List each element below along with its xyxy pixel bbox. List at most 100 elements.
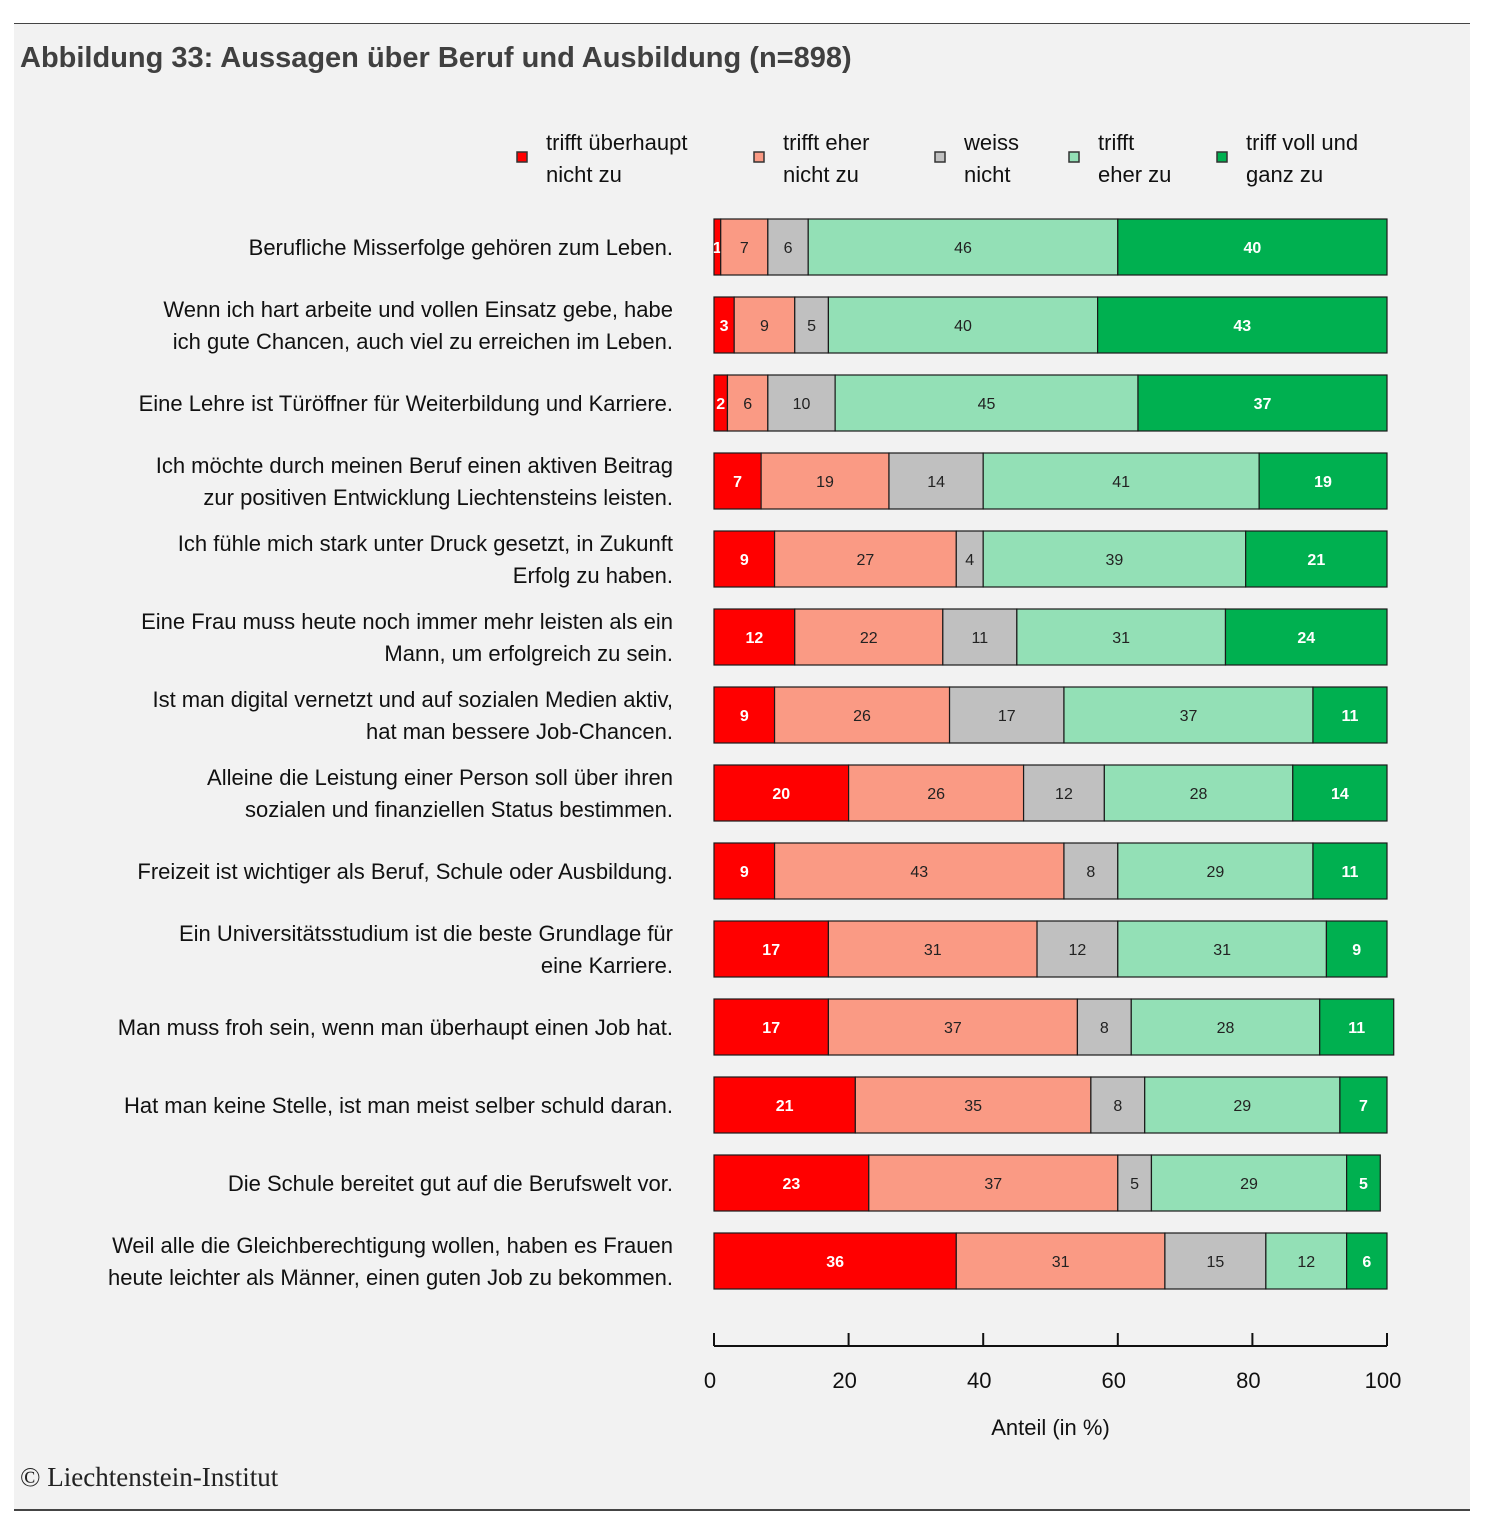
- bar-segment: [1224, 608, 1388, 666]
- data-label: 31: [1112, 630, 1130, 647]
- data-label: 37: [1180, 708, 1198, 725]
- data-label: 40: [954, 318, 972, 335]
- category-label: Eine Lehre ist Türöffner für Weiterbildu…: [139, 391, 673, 416]
- bar-row-7: Ist man digital vernetzt und auf soziale…: [152, 686, 1388, 744]
- category-label: Mann, um erfolgreich zu sein.: [384, 641, 673, 666]
- data-label: 29: [1240, 1176, 1258, 1193]
- legend-entry-1: trifft überhaupt nicht zu: [516, 130, 687, 187]
- bar-row-9: Freizeit ist wichtiger als Beruf, Schule…: [137, 842, 1388, 900]
- legend-swatch: [1068, 151, 1080, 163]
- data-label: 36: [826, 1254, 844, 1271]
- category-label: Ein Universitätsstudium ist die beste Gr…: [179, 921, 673, 946]
- data-label: 27: [857, 552, 875, 569]
- data-label: 46: [954, 240, 972, 257]
- legend-label: eher zu: [1098, 162, 1171, 187]
- bar-segment: [868, 1154, 1119, 1212]
- bar-segment: [955, 1232, 1166, 1290]
- data-label: 28: [1217, 1020, 1235, 1037]
- bar-row-13: Die Schule bereitet gut auf die Berufswe…: [228, 1154, 1381, 1212]
- data-label: 12: [1069, 942, 1087, 959]
- data-label: 31: [1052, 1254, 1070, 1271]
- bar-segment: [942, 608, 1018, 666]
- data-label: 39: [1106, 552, 1124, 569]
- legend-entry-5: triff voll und ganz zu: [1216, 130, 1358, 187]
- bar-segment: [1346, 1232, 1388, 1290]
- legend-entry-4: trifft eher zu: [1068, 130, 1171, 187]
- bar-segment: [888, 452, 984, 510]
- data-label: 7: [733, 474, 742, 491]
- category-label: eine Karriere.: [541, 953, 673, 978]
- data-label: 7: [740, 240, 749, 257]
- legend-entry-3: weiss nicht: [934, 130, 1019, 187]
- bar-segment: [1130, 998, 1321, 1056]
- legend-label: triff voll und: [1246, 130, 1358, 155]
- legend-swatch: [934, 151, 946, 163]
- data-label: 26: [853, 708, 871, 725]
- category-label: Hat man keine Stelle, ist man meist selb…: [124, 1093, 673, 1118]
- bar-segment: [1016, 608, 1227, 666]
- bar-row-8: Alleine die Leistung einer Person soll ü…: [207, 764, 1388, 822]
- data-label: 3: [720, 318, 729, 335]
- bar-segment: [982, 452, 1260, 510]
- data-label: 10: [793, 396, 811, 413]
- legend-label: trifft überhaupt: [546, 130, 687, 155]
- bar-segment: [1117, 218, 1388, 276]
- category-label: ich gute Chancen, auch viel zu erreichen…: [173, 329, 673, 354]
- bar-segment: [1090, 1076, 1146, 1134]
- bar-segment: [1117, 842, 1314, 900]
- category-label: Die Schule bereitet gut auf die Berufswe…: [228, 1171, 673, 1196]
- data-label: 21: [776, 1098, 794, 1115]
- data-label: 8: [1113, 1098, 1122, 1115]
- data-label: 43: [1233, 318, 1251, 335]
- bar-segment: [794, 296, 830, 354]
- bar-segment: [1339, 1076, 1388, 1134]
- data-label: 29: [1206, 864, 1224, 881]
- category-label: Ist man digital vernetzt und auf soziale…: [152, 687, 673, 712]
- bar-segment: [827, 920, 1038, 978]
- data-label: 14: [927, 474, 945, 491]
- bar-segment: [773, 686, 951, 744]
- data-label: 9: [740, 708, 749, 725]
- legend-label: weiss: [963, 130, 1019, 155]
- data-label: 1: [713, 240, 722, 257]
- data-label: 12: [1297, 1254, 1315, 1271]
- category-label: Weil alle die Gleichberechtigung wollen,…: [112, 1233, 673, 1258]
- data-label: 9: [740, 552, 749, 569]
- bar-segment: [713, 1232, 957, 1290]
- bar-segment: [1312, 842, 1388, 900]
- bar-segment: [726, 374, 769, 432]
- data-label: 2: [716, 396, 725, 413]
- legend-entry-2: trifft eher nicht zu: [753, 130, 869, 187]
- data-label: 23: [782, 1176, 800, 1193]
- bar-row-4: Ich möchte durch meinen Beruf einen akti…: [156, 452, 1388, 510]
- data-label: 40: [1244, 240, 1262, 257]
- category-label: Wenn ich hart arbeite und vollen Einsatz…: [163, 297, 673, 322]
- data-label: 17: [762, 942, 780, 959]
- data-label: 19: [1314, 474, 1332, 491]
- data-label: 17: [998, 708, 1016, 725]
- data-label: 6: [1362, 1254, 1371, 1271]
- data-label: 37: [984, 1176, 1002, 1193]
- bar-row-3: Eine Lehre ist Türöffner für Weiterbildu…: [139, 374, 1388, 432]
- bar-segment: [1164, 1232, 1267, 1290]
- data-label: 7: [1359, 1098, 1368, 1115]
- bar-segment: [948, 686, 1065, 744]
- bar-segment: [1312, 686, 1388, 744]
- legend-label: trifft eher: [783, 130, 869, 155]
- bar-row-10: Ein Universitätsstudium ist die beste Gr…: [179, 920, 1388, 978]
- data-label: 11: [1342, 864, 1359, 881]
- category-label: zur positiven Entwicklung Liechtensteins…: [203, 485, 673, 510]
- bar-segment: [827, 296, 1099, 354]
- data-label: 19: [816, 474, 834, 491]
- x-tick-label: 60: [1102, 1368, 1126, 1393]
- data-label: 11: [1348, 1020, 1365, 1037]
- data-label: 12: [745, 630, 763, 647]
- bar-segment: [1319, 998, 1395, 1056]
- bar-segment: [1063, 842, 1119, 900]
- bar-segment: [1258, 452, 1388, 510]
- data-label: 4: [965, 552, 974, 569]
- bar-segment: [827, 998, 1079, 1056]
- data-label: 22: [860, 630, 878, 647]
- x-tick-label: 40: [967, 1368, 991, 1393]
- category-label: Erfolg zu haben.: [513, 563, 673, 588]
